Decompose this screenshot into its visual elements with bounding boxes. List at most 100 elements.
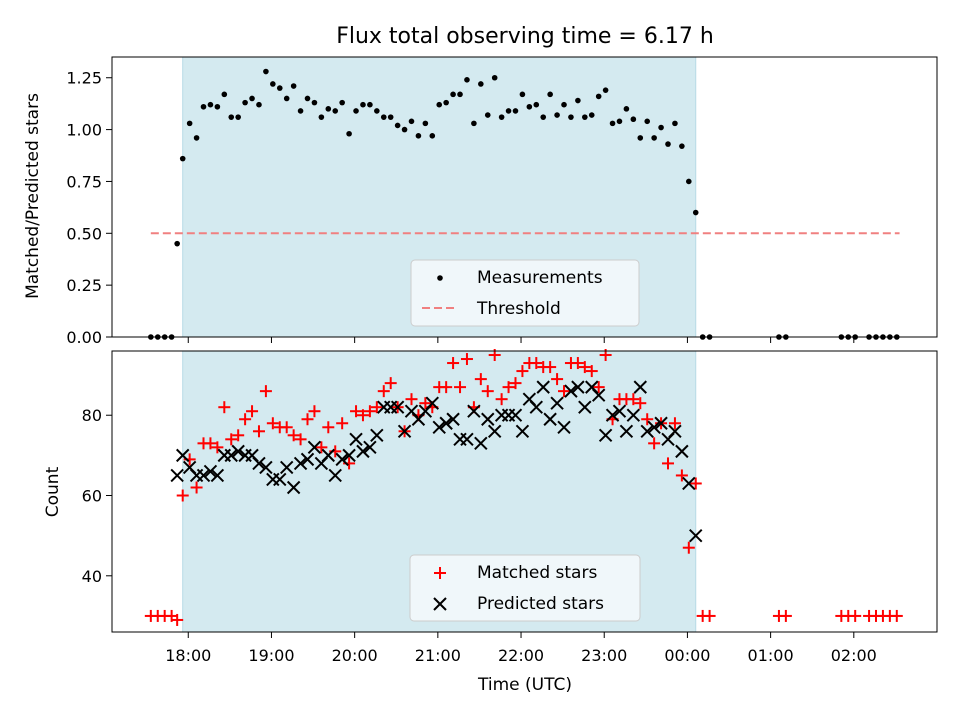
top-ylabel: Matched/Predicted stars [23, 93, 43, 299]
matched-star-point [218, 401, 231, 414]
y-tick-label: 0.00 [66, 328, 102, 347]
x-b [203, 464, 218, 479]
measurement-point [637, 135, 644, 141]
measurement-point [270, 81, 276, 87]
matched-star-point [266, 417, 279, 430]
measurement-point [297, 108, 304, 114]
bottom-frame [111, 350, 938, 633]
legend-predicted-marker [433, 597, 447, 611]
x-b [425, 396, 440, 410]
x-b [598, 428, 613, 443]
measurement-point [568, 114, 574, 120]
matched-star-point [460, 353, 473, 366]
predicted-star-point [605, 408, 620, 422]
predicted-star-point [481, 412, 495, 426]
matched-star-point [662, 457, 675, 470]
predicted-star-point [564, 384, 578, 398]
matched-star-point [419, 397, 432, 410]
legend-matched-marker [434, 567, 446, 579]
x-b [550, 396, 564, 410]
measurement-point [644, 118, 651, 125]
matched-star-point [474, 373, 487, 386]
predicted-star-point [293, 456, 308, 471]
matched-star-point [384, 377, 397, 390]
predicted-star-point [487, 424, 502, 438]
predicted-star-point [370, 428, 384, 443]
x-b [619, 424, 634, 438]
measurement-point [332, 108, 339, 114]
predicted-star-point [425, 396, 440, 410]
measurement-point [582, 114, 588, 120]
predicted-star-point [668, 424, 682, 438]
matched-star-point [634, 397, 647, 410]
x-b [439, 416, 453, 430]
measurement-point [193, 135, 200, 141]
measurement-point [200, 103, 207, 110]
predicted-star-point [633, 380, 647, 394]
matched-star-point [211, 441, 224, 454]
measurement-point [207, 101, 214, 108]
measurement-point [595, 93, 602, 100]
y-tick-label: 1.00 [66, 121, 102, 140]
measurement-point [325, 106, 332, 112]
matched-star-point [171, 613, 184, 626]
x-b [543, 412, 557, 426]
matched-star-point [204, 437, 217, 450]
predicted-star-point [515, 424, 530, 438]
measurement-point [429, 133, 436, 139]
matched-star-point [641, 413, 654, 426]
measurement-point [174, 240, 180, 247]
measurement-point [415, 133, 422, 139]
matched-star-point [571, 357, 584, 370]
x-b [224, 448, 238, 463]
predicted-star-point [647, 420, 661, 434]
matched-star-point [509, 377, 522, 390]
measurement-point [686, 178, 692, 185]
bottom-x-ticks: 18:00 19:00 20:00 21:00 22:00 23:00 00:00 01:00… [165, 632, 877, 665]
matched-star-point [440, 381, 453, 394]
x-b [487, 424, 502, 438]
x-b [460, 432, 474, 447]
predicted-star-point [689, 528, 703, 543]
x-b [356, 444, 370, 459]
predicted-star-point [210, 468, 225, 483]
predicted-star-point [286, 480, 301, 495]
measurement-points [148, 68, 900, 340]
top-y-ticks: 0.00 0.25 0.50 0.75 1.00 1.25 [66, 69, 112, 347]
measurement-point [609, 120, 616, 127]
measurement-point [242, 99, 248, 106]
x-b [182, 460, 197, 475]
measurement-point [360, 101, 366, 108]
x-tick-label: 20:00 [332, 646, 378, 665]
x-tick-label: 21:00 [415, 646, 461, 665]
matched-star-point [232, 429, 245, 442]
x-b [474, 436, 488, 451]
matched-star-point [246, 405, 259, 418]
measurement-point [422, 120, 429, 127]
x-tick-label: 02:00 [831, 646, 877, 665]
matched-star-point [551, 373, 564, 386]
measurement-point [387, 114, 394, 120]
measurement-point [561, 101, 567, 108]
predicted-star-point [619, 424, 634, 438]
matched-star-point [377, 385, 390, 398]
x-b [404, 404, 419, 418]
matched-star-point [648, 437, 661, 450]
measurement-point [367, 101, 373, 108]
matched-star-point [280, 421, 293, 434]
measurement-point [311, 99, 318, 106]
matched-star-point [252, 425, 265, 438]
x-b [231, 444, 245, 459]
measurement-point [526, 103, 533, 110]
x-b [349, 432, 363, 447]
x-b [633, 380, 647, 394]
legend-threshold: Threshold [476, 299, 561, 319]
matched-star-point [301, 413, 314, 426]
x-tick-label: 22:00 [498, 646, 544, 665]
legend-predicted: Predicted stars [477, 594, 604, 614]
predicted-star-point [675, 444, 689, 459]
x-b [245, 448, 259, 463]
measurement-point [214, 103, 221, 110]
x-b [259, 460, 273, 475]
matched-star-point [447, 357, 460, 370]
